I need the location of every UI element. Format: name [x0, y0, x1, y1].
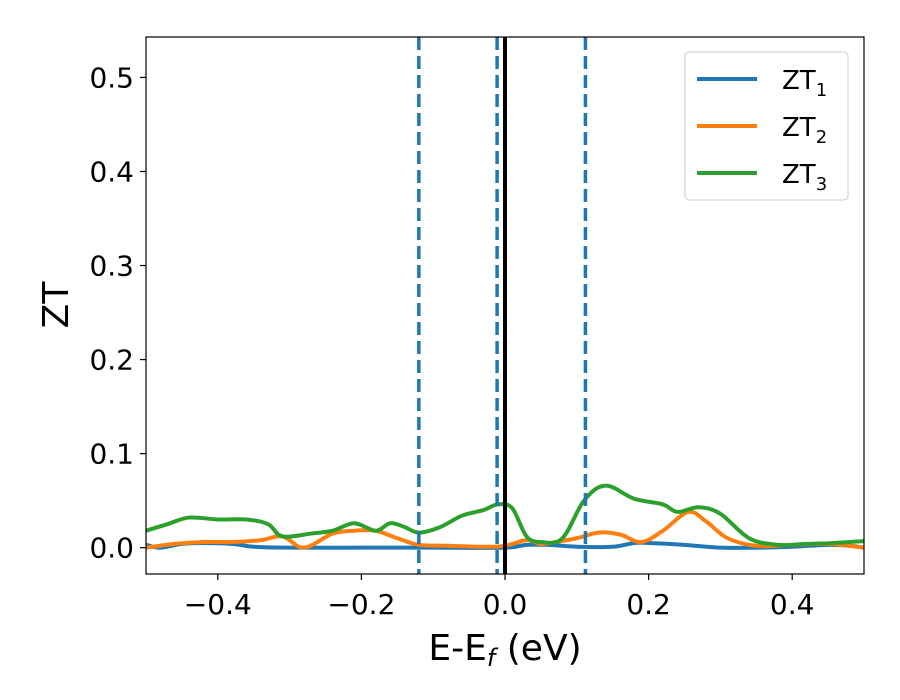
- series-line-zt3: [146, 483, 864, 548]
- x-tick-label: −0.4: [184, 588, 252, 621]
- x-tick-label: 0.4: [770, 588, 815, 621]
- axis-ticks: −0.4 −0.2 0.0 0.2 0.4 0.0 0.1 0.2 0.3 0.4 0.5: [89, 61, 814, 621]
- y-tick-label: 0.4: [89, 155, 134, 188]
- y-tick-label: 0.3: [89, 250, 134, 283]
- legend: ZT1 ZT2 ZT3: [684, 51, 849, 201]
- x-tick-label: 0.2: [626, 588, 671, 621]
- y-tick-label: 0.2: [89, 344, 134, 377]
- legend-box: [684, 51, 849, 201]
- x-tick-label: −0.2: [327, 588, 395, 621]
- x-axis-label: E-Ef (eV): [428, 628, 581, 672]
- y-tick-label: 0.1: [89, 438, 134, 471]
- legend-label-zt3: ZT3: [782, 160, 827, 195]
- x-axis-label-unit: (eV): [495, 628, 581, 669]
- legend-label-zt2: ZT2: [782, 113, 827, 148]
- x-tick-label: 0.0: [483, 588, 528, 621]
- plot-area: [146, 37, 864, 574]
- y-tick-label: 0.5: [89, 61, 134, 94]
- legend-label-zt1: ZT1: [782, 66, 827, 101]
- y-tick-label: 0.0: [89, 532, 134, 565]
- y-axis-label: ZT: [36, 281, 77, 329]
